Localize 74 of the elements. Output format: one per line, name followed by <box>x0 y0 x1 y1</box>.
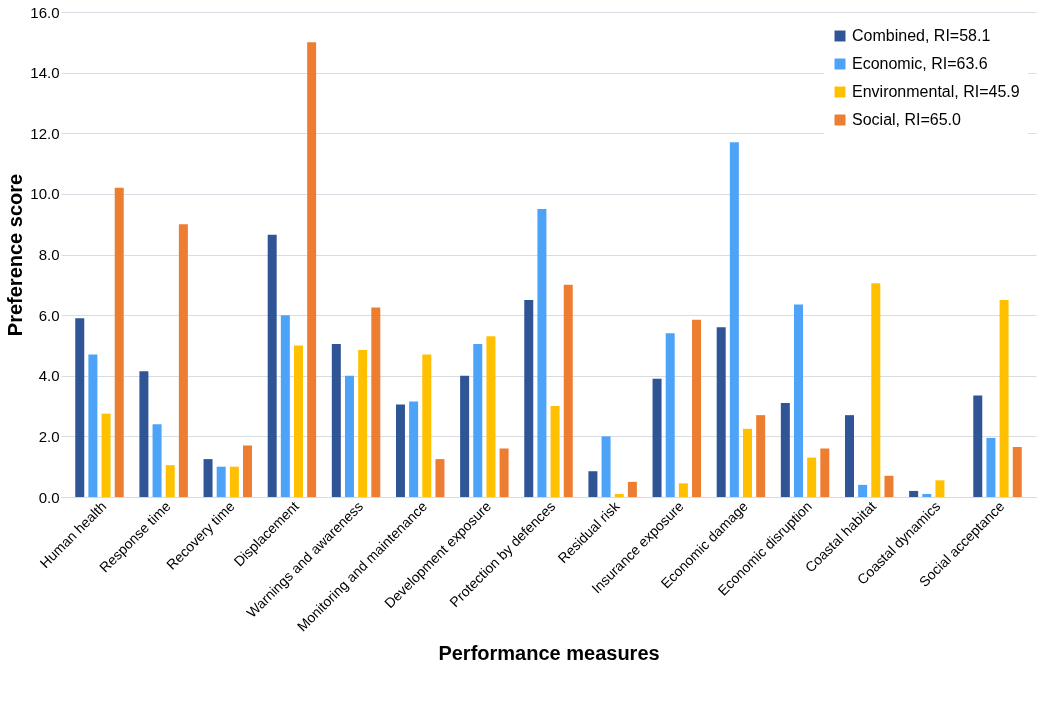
bar <box>922 493 932 497</box>
bar <box>499 448 509 497</box>
bar <box>871 283 881 497</box>
bar <box>358 349 368 497</box>
bar <box>280 315 290 497</box>
y-tick-label: 8.0 <box>38 246 60 263</box>
bar <box>344 375 354 497</box>
bar <box>139 371 149 497</box>
bar <box>88 354 98 497</box>
bar <box>986 437 996 497</box>
bar <box>973 395 983 497</box>
bar <box>780 403 790 497</box>
bar <box>692 319 702 497</box>
bar <box>216 466 226 497</box>
legend-label: Combined, RI=58.1 <box>852 27 991 44</box>
bar <box>537 209 547 497</box>
bar <box>678 483 688 497</box>
bar <box>909 490 919 497</box>
y-tick-label: 0.0 <box>38 488 60 506</box>
bar <box>435 459 445 497</box>
bar <box>1012 446 1022 497</box>
y-axis-title: Preference score <box>4 173 27 337</box>
bar <box>588 471 598 497</box>
y-tick-label: 12.0 <box>30 124 60 142</box>
bar <box>729 142 739 497</box>
x-axis-title: Performance measures <box>438 642 660 665</box>
bar <box>267 234 277 497</box>
legend-label: Economic, RI=63.6 <box>852 55 988 72</box>
bar <box>75 318 85 497</box>
bar <box>524 299 534 497</box>
y-tick-label: 10.0 <box>30 185 60 203</box>
bar <box>460 375 470 497</box>
bar <box>395 404 405 497</box>
bar <box>820 448 830 497</box>
bar <box>999 299 1009 497</box>
bar <box>294 345 303 497</box>
bar <box>165 465 175 497</box>
y-tick-label: 4.0 <box>38 367 60 385</box>
legend-label: Environmental, RI=45.9 <box>852 83 1020 100</box>
bar <box>807 457 817 497</box>
bar <box>601 436 611 497</box>
bar <box>243 445 253 497</box>
y-tick-label: 14.0 <box>30 64 60 82</box>
bar <box>101 413 111 497</box>
bar <box>152 424 162 497</box>
bar <box>178 224 188 497</box>
bar <box>743 428 753 497</box>
bar <box>844 415 854 497</box>
bar <box>203 459 213 497</box>
bar <box>935 480 945 497</box>
bar <box>794 304 803 497</box>
bar <box>409 401 419 497</box>
bar <box>652 378 662 497</box>
bar <box>665 333 675 497</box>
bar <box>627 481 637 497</box>
y-tick-label: 6.0 <box>38 306 60 324</box>
bar <box>473 343 483 497</box>
bar <box>307 42 317 497</box>
y-tick-label: 2.0 <box>38 427 60 445</box>
bar <box>486 336 496 497</box>
bar <box>114 187 124 497</box>
bar <box>614 493 624 497</box>
bar <box>884 475 894 497</box>
y-tick-label: 16.0 <box>30 3 60 21</box>
bar <box>563 284 573 497</box>
bar <box>716 327 726 497</box>
bar <box>756 415 766 497</box>
bar <box>229 466 239 497</box>
bar <box>858 484 868 497</box>
bar <box>422 354 432 497</box>
legend-label: Social, RI=65.0 <box>852 111 962 128</box>
bar <box>550 406 560 497</box>
bar <box>371 307 381 497</box>
bar <box>331 343 341 497</box>
